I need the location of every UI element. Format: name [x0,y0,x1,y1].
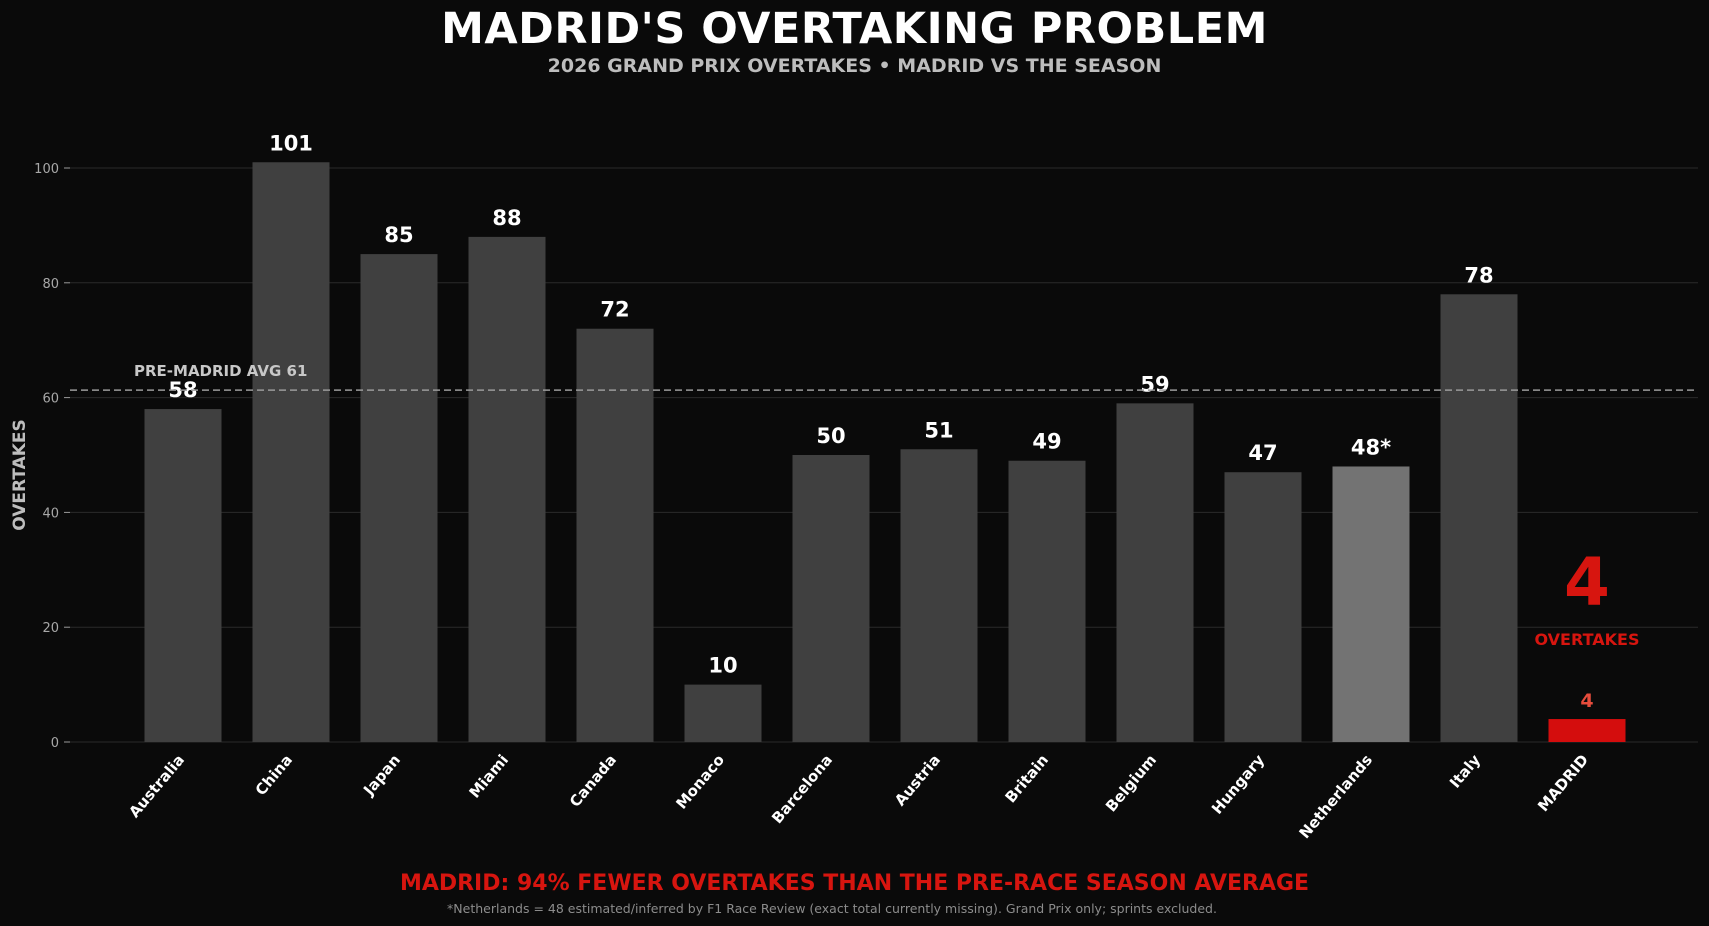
bar-madrid [1548,719,1626,742]
value-label: 78 [1464,263,1493,287]
chart-subtitle: 2026 GRAND PRIX OVERTAKES • MADRID VS TH… [547,55,1162,77]
value-label: 4 [1580,690,1593,712]
y-axis-label: OVERTAKES [10,419,30,531]
madrid-callout: MADRID: 94% FEWER OVERTAKES THAN THE PRE… [399,871,1310,896]
value-label: 51 [924,418,953,442]
x-tick-label: Hungary [1208,751,1268,818]
value-label: 101 [269,131,313,155]
x-tick-label: Italy [1446,751,1484,792]
bar-australia [144,409,222,742]
madrid-big-number: 4 [1564,544,1610,621]
x-tick-label: Miami [466,751,513,802]
y-tick-label: 60 [42,392,59,407]
value-label: 47 [1248,441,1277,465]
bar-china [252,162,330,742]
x-tick-label: Britain [1002,751,1052,806]
y-tick-label: 40 [42,506,59,521]
x-tick-label: Barcelona [768,751,836,827]
x-tick-label: Australia [125,751,188,821]
bar-miami [468,236,546,742]
bar-netherlands [1332,466,1410,742]
madrid-big-label: OVERTAKES [1535,630,1640,649]
y-tick-label: 20 [42,621,59,636]
x-tick-label: MADRID [1534,751,1592,815]
value-label: 88 [492,206,521,230]
bar-austria [900,449,978,742]
value-label: 49 [1032,430,1061,454]
x-tick-label: Austria [891,751,944,809]
value-label: 72 [600,298,629,322]
y-tick-label: 0 [51,736,59,751]
x-tick-label: Monaco [672,751,728,813]
value-label: 50 [816,424,845,448]
average-line-label: PRE-MADRID AVG 61 [134,362,307,380]
value-label: 10 [708,654,737,678]
bar-britain [1008,460,1086,742]
bar-barcelona [792,455,870,742]
bar-monaco [684,684,762,742]
y-tick-label: 100 [34,162,59,177]
x-tick-label: Belgium [1102,751,1160,815]
value-label: 59 [1140,372,1169,396]
value-label: 85 [384,223,413,247]
chart-title: MADRID'S OVERTAKING PROBLEM [441,4,1268,54]
bar-canada [576,328,654,742]
bar-belgium [1116,403,1194,742]
bar-japan [360,254,438,742]
bar-italy [1440,294,1518,742]
x-tick-label: Japan [359,751,404,800]
x-tick-label: Netherlands [1296,751,1377,842]
x-tick-label: China [252,751,296,799]
x-tick-label: Canada [566,751,620,811]
footnote: *Netherlands = 48 estimated/inferred by … [447,901,1217,916]
value-label: 48* [1351,435,1391,459]
y-tick-label: 80 [42,277,59,292]
bar-hungary [1224,472,1302,742]
